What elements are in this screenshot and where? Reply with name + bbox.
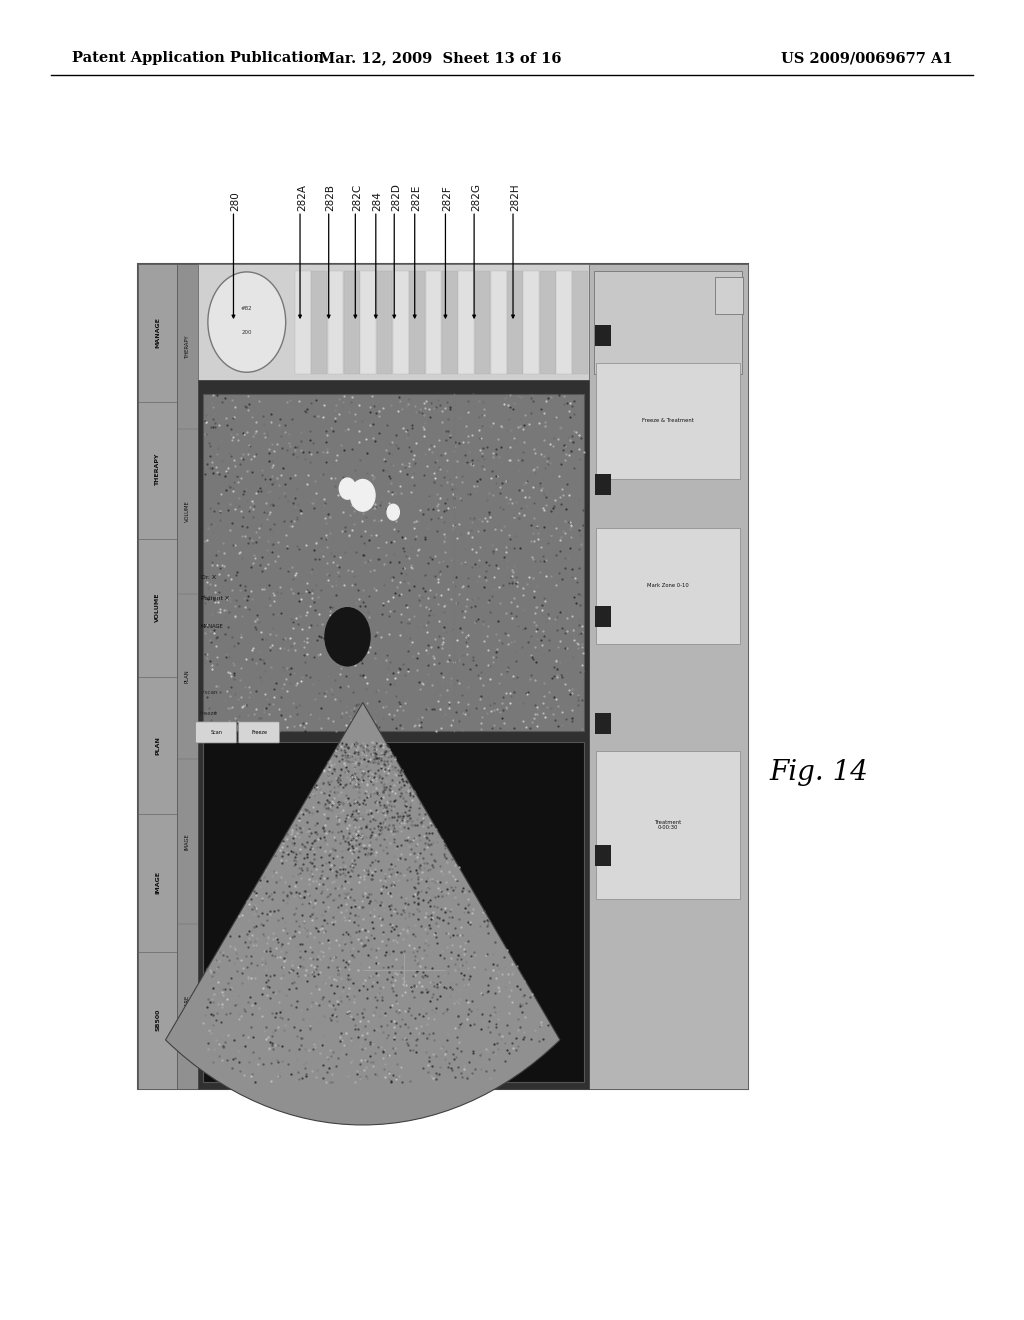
Text: 282E: 282E: [412, 185, 422, 211]
Text: VOLUME: VOLUME: [185, 500, 189, 523]
Bar: [328, 271, 343, 374]
Bar: [596, 363, 740, 479]
Text: Freeze & Treatment: Freeze & Treatment: [642, 418, 694, 424]
Bar: [556, 271, 572, 374]
Wedge shape: [166, 702, 560, 1125]
Text: Treatment
0-00:30: Treatment 0-00:30: [654, 820, 682, 830]
Bar: [595, 713, 611, 734]
Circle shape: [325, 607, 370, 665]
Bar: [393, 271, 409, 374]
Bar: [595, 845, 611, 866]
Text: US 2009/0069677 A1: US 2009/0069677 A1: [780, 51, 952, 65]
Text: 282G: 282G: [471, 183, 481, 211]
Bar: [377, 271, 392, 374]
Bar: [523, 271, 540, 374]
Text: 282H: 282H: [510, 183, 520, 211]
Text: THERAPY: THERAPY: [156, 454, 160, 487]
Bar: [360, 271, 376, 374]
Text: Mark Zone 0-10: Mark Zone 0-10: [647, 583, 689, 589]
Text: Freeze: Freeze: [251, 730, 267, 735]
FancyBboxPatch shape: [196, 722, 237, 743]
Bar: [540, 271, 556, 374]
Bar: [198, 264, 589, 380]
Bar: [594, 271, 742, 374]
Text: IMAGE: IMAGE: [185, 833, 189, 850]
Text: THERAPY: THERAPY: [185, 335, 189, 358]
Bar: [596, 751, 740, 899]
Text: #82: #82: [241, 306, 253, 312]
Text: 282A: 282A: [297, 185, 307, 211]
Text: PREPARE: PREPARE: [185, 995, 189, 1018]
Circle shape: [208, 272, 286, 372]
Text: MANAGE: MANAGE: [156, 317, 160, 348]
Text: 282F: 282F: [442, 185, 453, 211]
Circle shape: [387, 504, 399, 520]
Text: Dr. X: Dr. X: [201, 576, 216, 579]
Text: MANAGE: MANAGE: [201, 624, 223, 630]
Bar: [474, 271, 490, 374]
Bar: [596, 528, 740, 644]
Text: 284: 284: [373, 191, 383, 211]
Bar: [177, 264, 198, 1089]
Text: Mar. 12, 2009  Sheet 13 of 16: Mar. 12, 2009 Sheet 13 of 16: [319, 51, 561, 65]
Text: 282C: 282C: [352, 183, 362, 211]
Bar: [595, 606, 611, 627]
Bar: [589, 264, 748, 1089]
Bar: [458, 271, 474, 374]
Bar: [595, 325, 611, 346]
Circle shape: [350, 479, 375, 511]
Text: VOLUME: VOLUME: [156, 593, 160, 623]
Text: Scan: Scan: [210, 730, 222, 735]
Text: IMAGE: IMAGE: [156, 871, 160, 894]
Text: PLAN: PLAN: [185, 669, 189, 684]
Bar: [715, 277, 743, 314]
Bar: [203, 395, 584, 731]
Bar: [138, 264, 177, 1089]
Text: 280: 280: [230, 191, 241, 211]
Text: Freeze: Freeze: [200, 710, 217, 715]
Bar: [490, 271, 507, 374]
Text: Fig. 14: Fig. 14: [770, 759, 868, 785]
Text: 282B: 282B: [326, 185, 336, 211]
Bar: [311, 271, 327, 374]
Bar: [295, 271, 310, 374]
Bar: [198, 380, 589, 1089]
Text: 200: 200: [242, 330, 252, 335]
Bar: [426, 271, 441, 374]
Text: Patent Application Publication: Patent Application Publication: [72, 51, 324, 65]
Bar: [507, 271, 523, 374]
Bar: [344, 271, 359, 374]
Bar: [572, 271, 588, 374]
Bar: [442, 271, 458, 374]
Circle shape: [339, 478, 355, 499]
Text: PLAN: PLAN: [156, 735, 160, 755]
Bar: [410, 271, 425, 374]
Bar: [595, 474, 611, 495]
FancyBboxPatch shape: [239, 722, 280, 743]
Text: ✓scan: ✓scan: [200, 689, 217, 694]
Bar: [138, 264, 748, 1089]
Text: 282D: 282D: [391, 183, 401, 211]
Text: SB500: SB500: [156, 1008, 160, 1031]
Bar: [203, 742, 584, 1082]
Text: Patient X: Patient X: [201, 595, 228, 601]
